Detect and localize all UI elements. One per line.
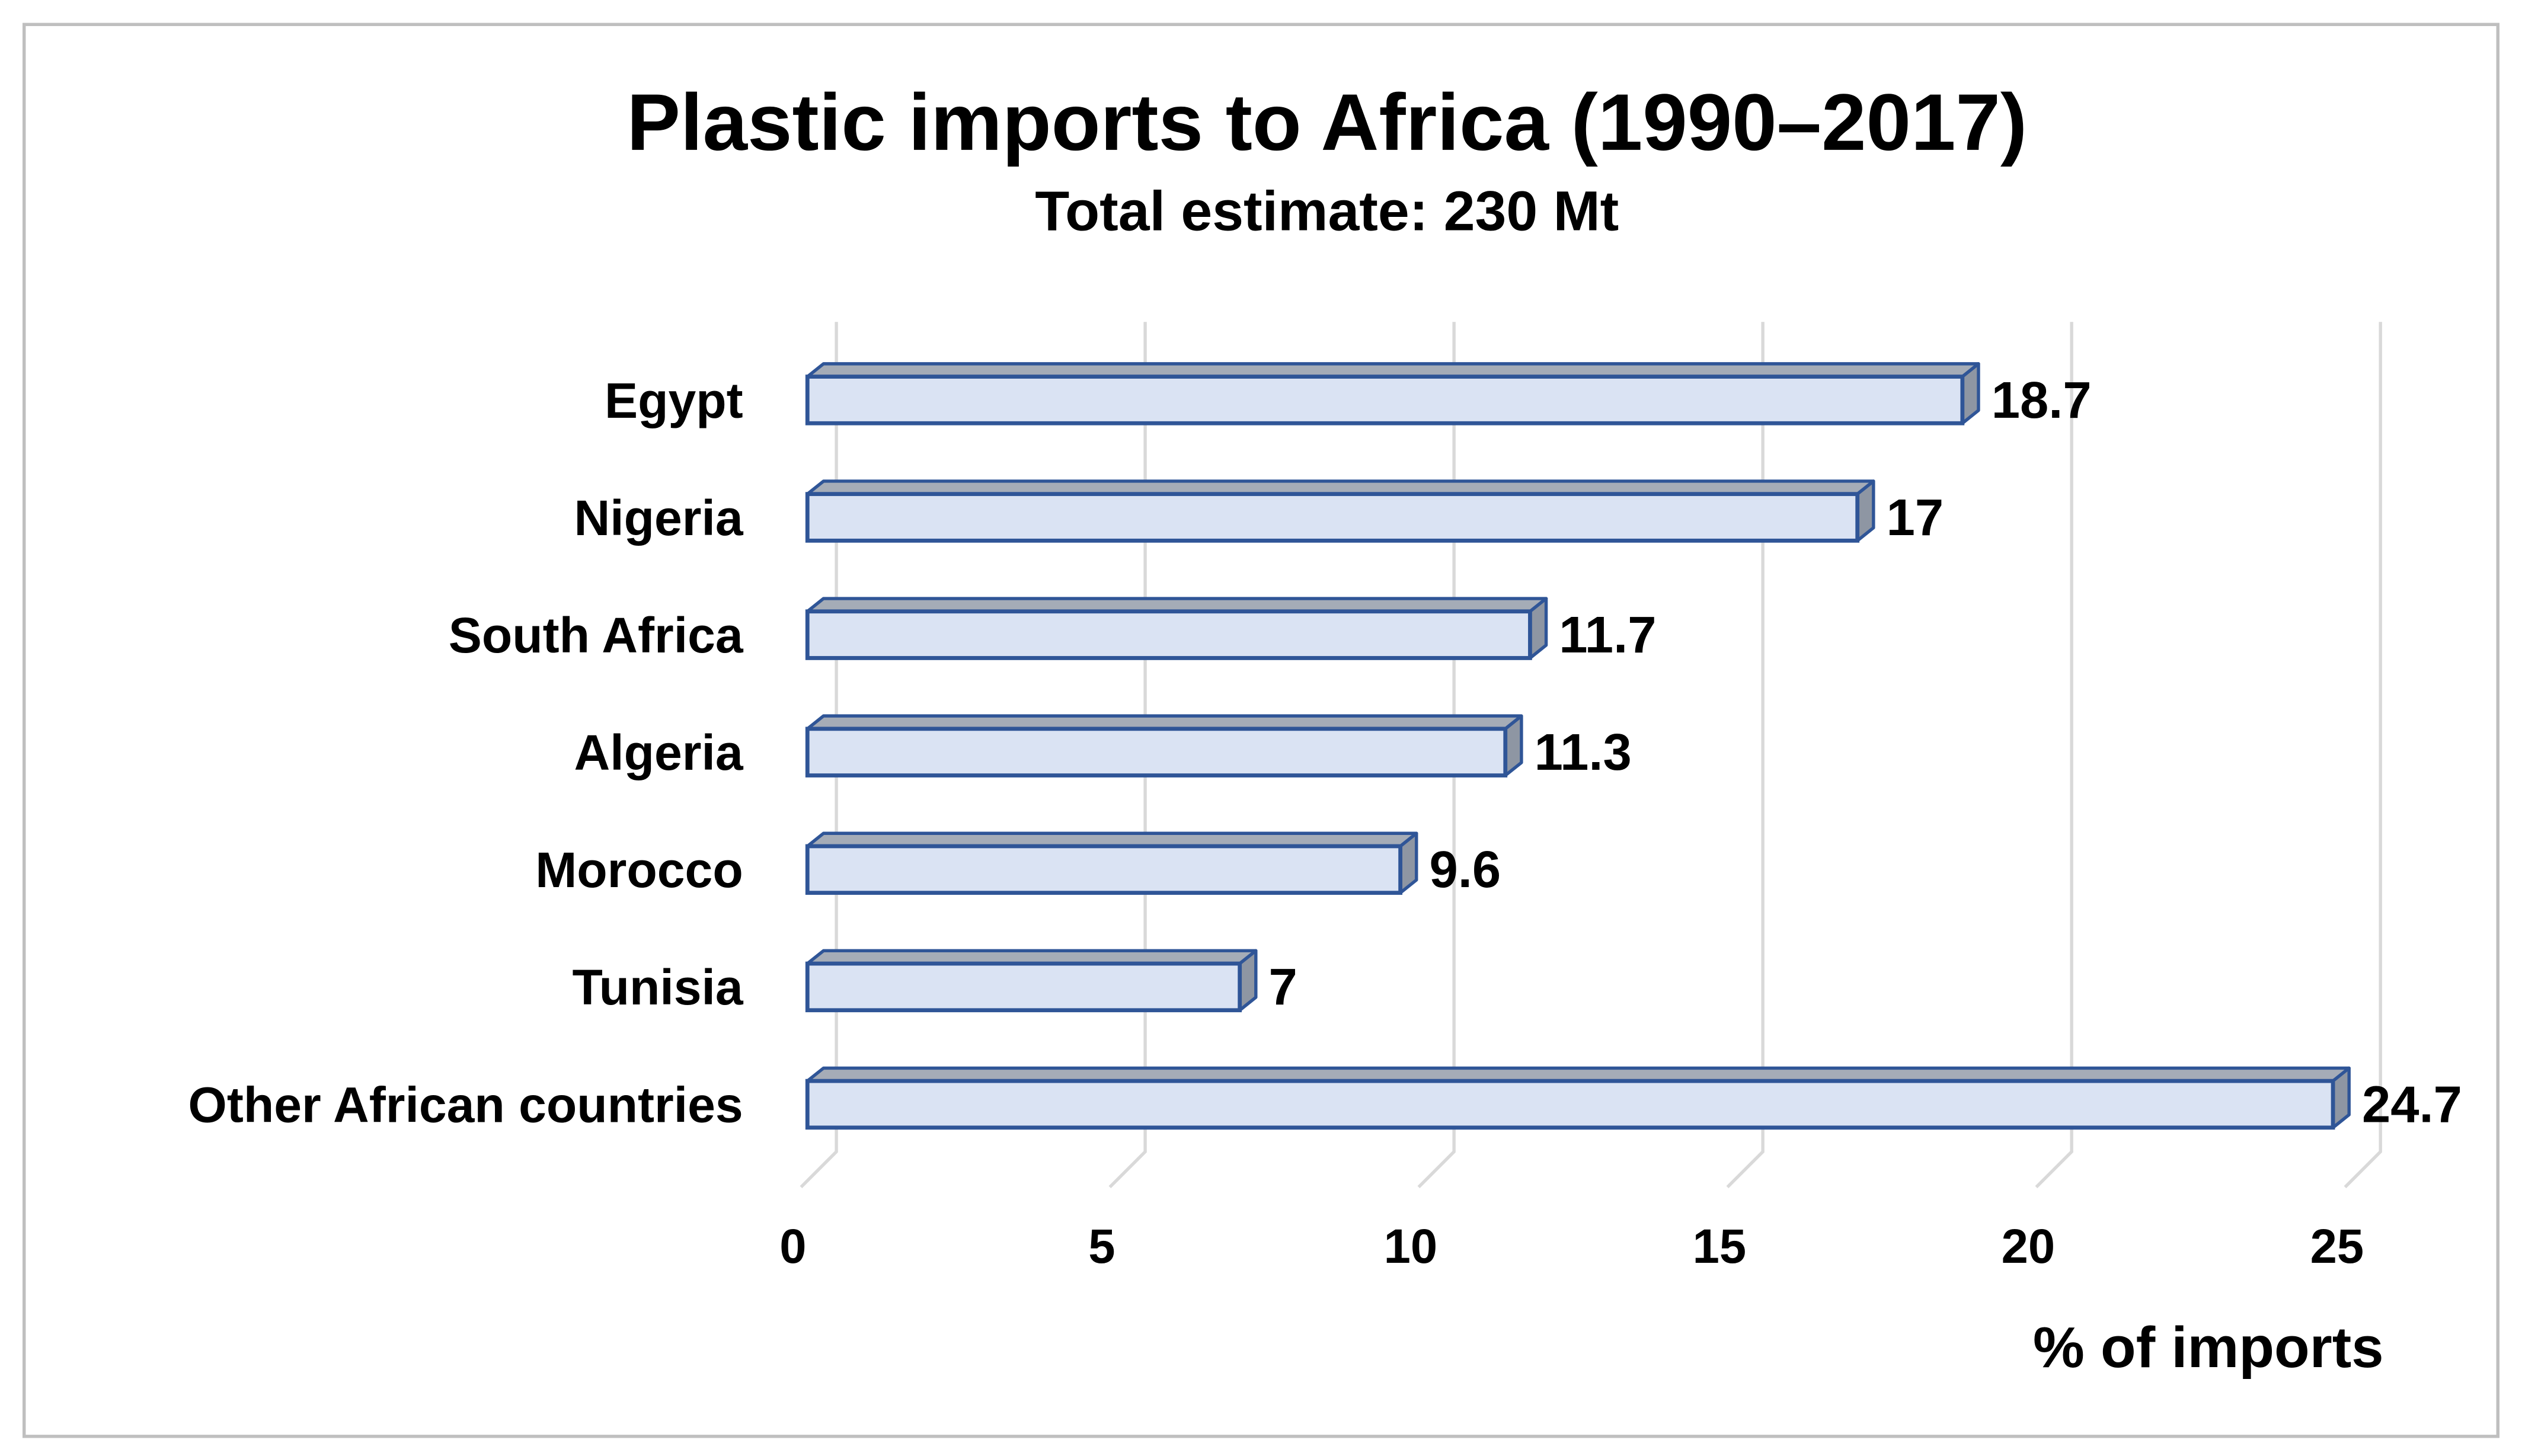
data-label: 17	[1887, 489, 1944, 546]
chart-title: Plastic imports to Africa (1990–2017)	[626, 77, 2027, 167]
data-label: 11.7	[1559, 606, 1656, 664]
bar	[805, 492, 1860, 543]
x-tick-label: 5	[1088, 1220, 1115, 1273]
category-label: Other African countries	[188, 1077, 743, 1132]
x-tick-label: 15	[1693, 1220, 1747, 1273]
bar-side-face	[2331, 1066, 2351, 1129]
bar-side-face	[1504, 714, 1523, 777]
category-label: Nigeria	[574, 490, 744, 546]
x-tick-label: 20	[2002, 1220, 2056, 1273]
bar-side-face	[1528, 597, 1548, 660]
bars: 18.7 17 11.7 11.3 9.6 7 24.7	[805, 362, 2462, 1133]
bar	[805, 961, 1242, 1013]
data-label: 24.7	[2362, 1076, 2462, 1133]
bar-side-face	[1238, 949, 1258, 1012]
gridline	[2344, 322, 2382, 1189]
category-label: Tunisia	[573, 959, 744, 1015]
category-label: Morocco	[535, 842, 743, 898]
bar-side-face	[1398, 831, 1418, 895]
bar	[805, 609, 1532, 660]
bar	[805, 375, 1965, 425]
gridline	[2035, 322, 2073, 1189]
data-label: 9.6	[1429, 841, 1501, 898]
x-tick-label: 10	[1384, 1220, 1438, 1273]
category-labels: Egypt Nigeria South Africa Algeria Morocco Tu…	[188, 373, 744, 1133]
x-tick-label: 0	[779, 1220, 806, 1273]
data-label: 7	[1269, 958, 1297, 1016]
x-axis-label: % of imports	[2033, 1315, 2384, 1380]
bar-side-face	[1961, 362, 1980, 425]
chart-subtitle: Total estimate: 230 Mt	[1035, 180, 1619, 243]
bar	[805, 727, 1508, 777]
category-label: Egypt	[605, 373, 743, 428]
gridline	[1726, 322, 1765, 1189]
bar-side-face	[1856, 479, 1875, 543]
category-label: South Africa	[449, 607, 744, 663]
data-label: 11.3	[1535, 724, 1632, 781]
category-label: Algeria	[574, 725, 744, 780]
x-tick-label: 25	[2310, 1220, 2364, 1273]
data-label: 18.7	[1992, 372, 2092, 429]
bar	[805, 844, 1403, 895]
bar	[805, 1079, 2335, 1130]
x-tick-labels: 0 5 10 15 20 25	[779, 1220, 2364, 1273]
